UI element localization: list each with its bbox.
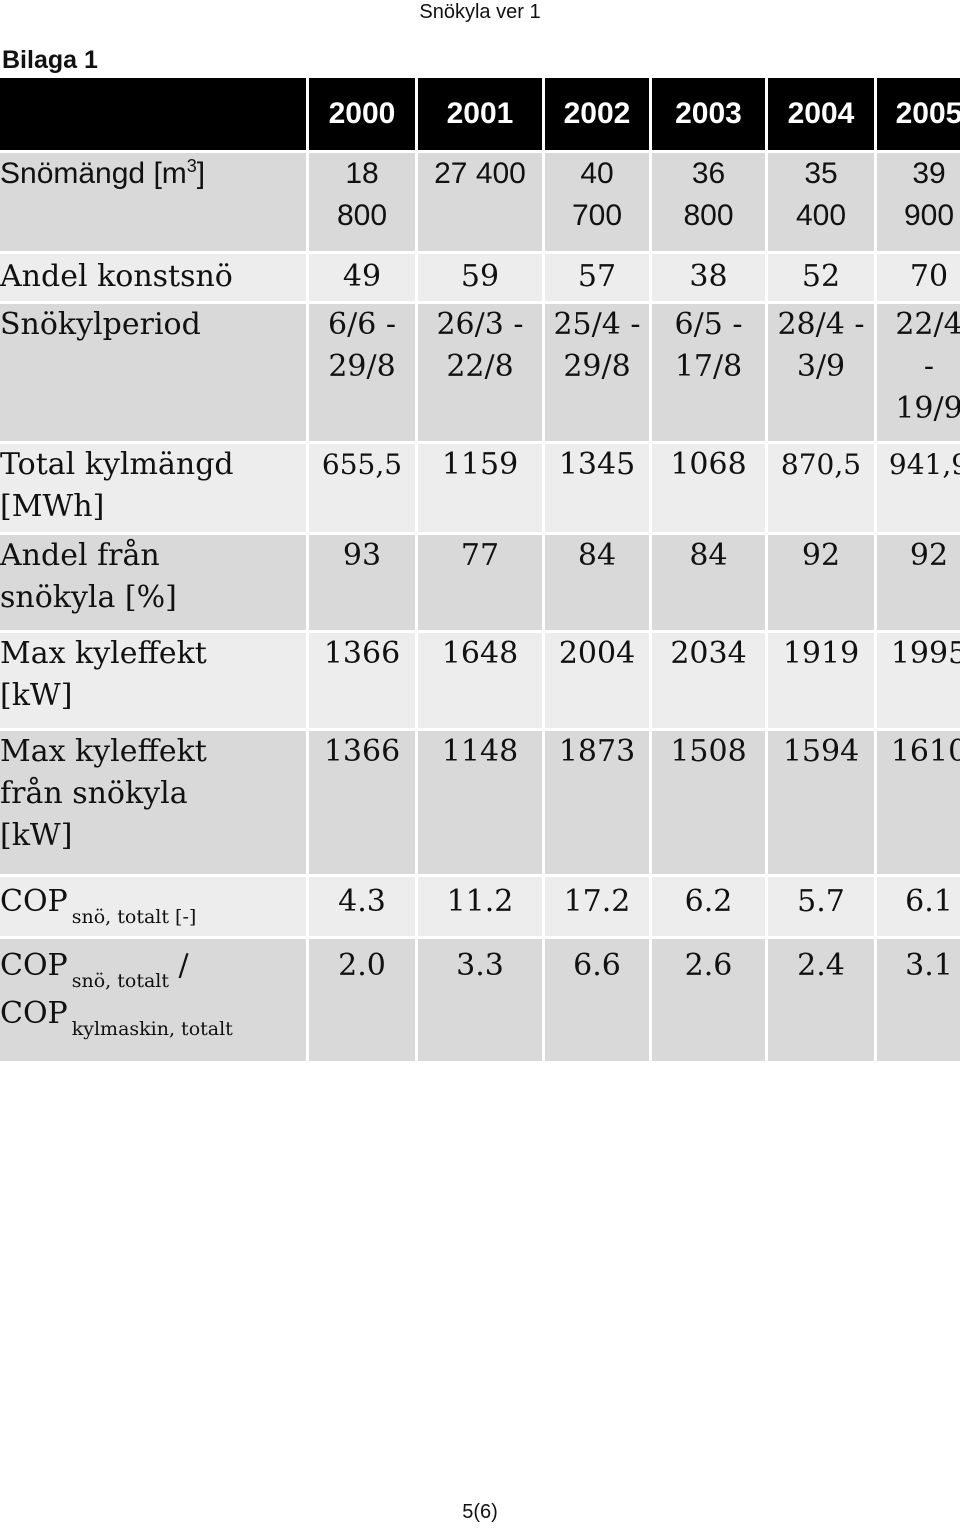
- year-header: 2002: [545, 78, 649, 150]
- table-cell: 84: [545, 535, 649, 630]
- table-row-total-cooling: Total kylmängd [MWh] 655,5 1159 1345 106…: [0, 444, 960, 532]
- row-label: Snömängd [m3]: [0, 153, 306, 251]
- row-label-subscript: snö, totalt [-]: [71, 906, 197, 928]
- table-cell: 1366: [309, 633, 415, 728]
- snow-cooling-table: 2000 2001 2002 2003 2004 2005 Snömängd […: [0, 75, 960, 1064]
- table-row-max-snow-cooling-power: Max kyleffekt från snökyla [kW] 1366 114…: [0, 731, 960, 874]
- row-label: Total kylmängd [MWh]: [0, 444, 306, 532]
- table-cell: 11.2: [418, 877, 542, 936]
- year-header: 2000: [309, 78, 415, 150]
- table-cell: 22/4 - 19/9: [877, 304, 960, 441]
- table-cell: 6.6: [545, 939, 649, 1061]
- table-cell: 92: [877, 535, 960, 630]
- table-cell: 2.4: [768, 939, 874, 1061]
- table-cell: 6.2: [652, 877, 765, 936]
- table-row-cop-ratio: COP snö, totalt / COP kylmaskin, totalt 2.…: [0, 939, 960, 1061]
- table-cell: 27 400: [418, 153, 542, 251]
- table-cell: 1919: [768, 633, 874, 728]
- table-cell: 28/4 - 3/9: [768, 304, 874, 441]
- table-cell: 2.6: [652, 939, 765, 1061]
- year-header: 2003: [652, 78, 765, 150]
- table-cell: 4.3: [309, 877, 415, 936]
- table-cell: 35 400: [768, 153, 874, 251]
- year-header-row: 2000 2001 2002 2003 2004 2005: [0, 78, 960, 150]
- header-corner: [0, 78, 306, 150]
- table-cell: 40 700: [545, 153, 649, 251]
- table-cell: 93: [309, 535, 415, 630]
- table-cell: 6.1: [877, 877, 960, 936]
- row-label-superscript: 3: [186, 156, 197, 176]
- row-label: Max kyleffekt från snökyla [kW]: [0, 731, 306, 874]
- table-cell: 36 800: [652, 153, 765, 251]
- table-cell: 57: [545, 254, 649, 301]
- table-cell: 870,5: [768, 444, 874, 532]
- row-label: Snökylperiod: [0, 304, 306, 441]
- table-row-cooling-period: Snökylperiod 6/6 - 29/8 26/3 - 22/8 25/4…: [0, 304, 960, 441]
- table-row-cop-snow-total: COP snö, totalt [-] 4.3 11.2 17.2 6.2 5.7…: [0, 877, 960, 936]
- table-cell: 84: [652, 535, 765, 630]
- table-cell: 3.3: [418, 939, 542, 1061]
- row-label: Max kyleffekt [kW]: [0, 633, 306, 728]
- table-cell: 941,9: [877, 444, 960, 532]
- table-cell: 70: [877, 254, 960, 301]
- table-cell: 18 800: [309, 153, 415, 251]
- document-header: Snökyla ver 1: [419, 1, 541, 23]
- table-cell: 5.7: [768, 877, 874, 936]
- table-row-snow-cooling-share: Andel från snökyla [%] 93 77 84 84 92 92: [0, 535, 960, 630]
- table-cell: 49: [309, 254, 415, 301]
- table-cell: 17.2: [545, 877, 649, 936]
- row-label-slash: /: [178, 948, 189, 983]
- table-row-max-cooling-power: Max kyleffekt [kW] 1366 1648 2004 2034 1…: [0, 633, 960, 728]
- table-cell: 1068: [652, 444, 765, 532]
- table-cell: 39 900: [877, 153, 960, 251]
- row-label-subscript: kylmaskin, totalt: [71, 1018, 233, 1040]
- table-cell: 3.1: [877, 939, 960, 1061]
- table-cell: 1610: [877, 731, 960, 874]
- table-cell: 2004: [545, 633, 649, 728]
- year-header: 2001: [418, 78, 542, 150]
- row-label-suffix: ]: [196, 157, 206, 190]
- row-label: Andel konstsnö: [0, 254, 306, 301]
- table-cell: 2034: [652, 633, 765, 728]
- table-row-snow-amount: Snömängd [m3] 18 800 27 400 40 700 36 80…: [0, 153, 960, 251]
- row-label-text: COP: [0, 884, 68, 919]
- table-row-artificial-snow-share: Andel konstsnö 49 59 57 38 52 70: [0, 254, 960, 301]
- row-label-text: COP: [0, 948, 68, 983]
- row-label-text: Snömängd [m: [0, 157, 187, 190]
- table-cell: 1594: [768, 731, 874, 874]
- row-label: COP snö, totalt [-]: [0, 877, 306, 936]
- table-cell: 25/4 - 29/8: [545, 304, 649, 441]
- attachment-label: Bilaga 1: [2, 46, 98, 74]
- table-cell: 1366: [309, 731, 415, 874]
- table-cell: 92: [768, 535, 874, 630]
- table-cell: 1159: [418, 444, 542, 532]
- table-cell: 6/5 - 17/8: [652, 304, 765, 441]
- table-cell: 1345: [545, 444, 649, 532]
- table-cell: 59: [418, 254, 542, 301]
- row-label-subscript: snö, totalt: [71, 970, 169, 992]
- year-header: 2004: [768, 78, 874, 150]
- year-header: 2005: [877, 78, 960, 150]
- page-number: 5(6): [462, 1501, 498, 1523]
- table-cell: 1995: [877, 633, 960, 728]
- table-cell: 77: [418, 535, 542, 630]
- row-label: Andel från snökyla [%]: [0, 535, 306, 630]
- table-cell: 2.0: [309, 939, 415, 1061]
- table-cell: 1873: [545, 731, 649, 874]
- row-label-text: COP: [0, 996, 68, 1031]
- table-cell: 1648: [418, 633, 542, 728]
- table-cell: 1148: [418, 731, 542, 874]
- row-label: COP snö, totalt / COP kylmaskin, totalt: [0, 939, 306, 1061]
- table-cell: 1508: [652, 731, 765, 874]
- table-cell: 26/3 - 22/8: [418, 304, 542, 441]
- table-cell: 52: [768, 254, 874, 301]
- table-cell: 38: [652, 254, 765, 301]
- table-cell: 6/6 - 29/8: [309, 304, 415, 441]
- table-cell: 655,5: [309, 444, 415, 532]
